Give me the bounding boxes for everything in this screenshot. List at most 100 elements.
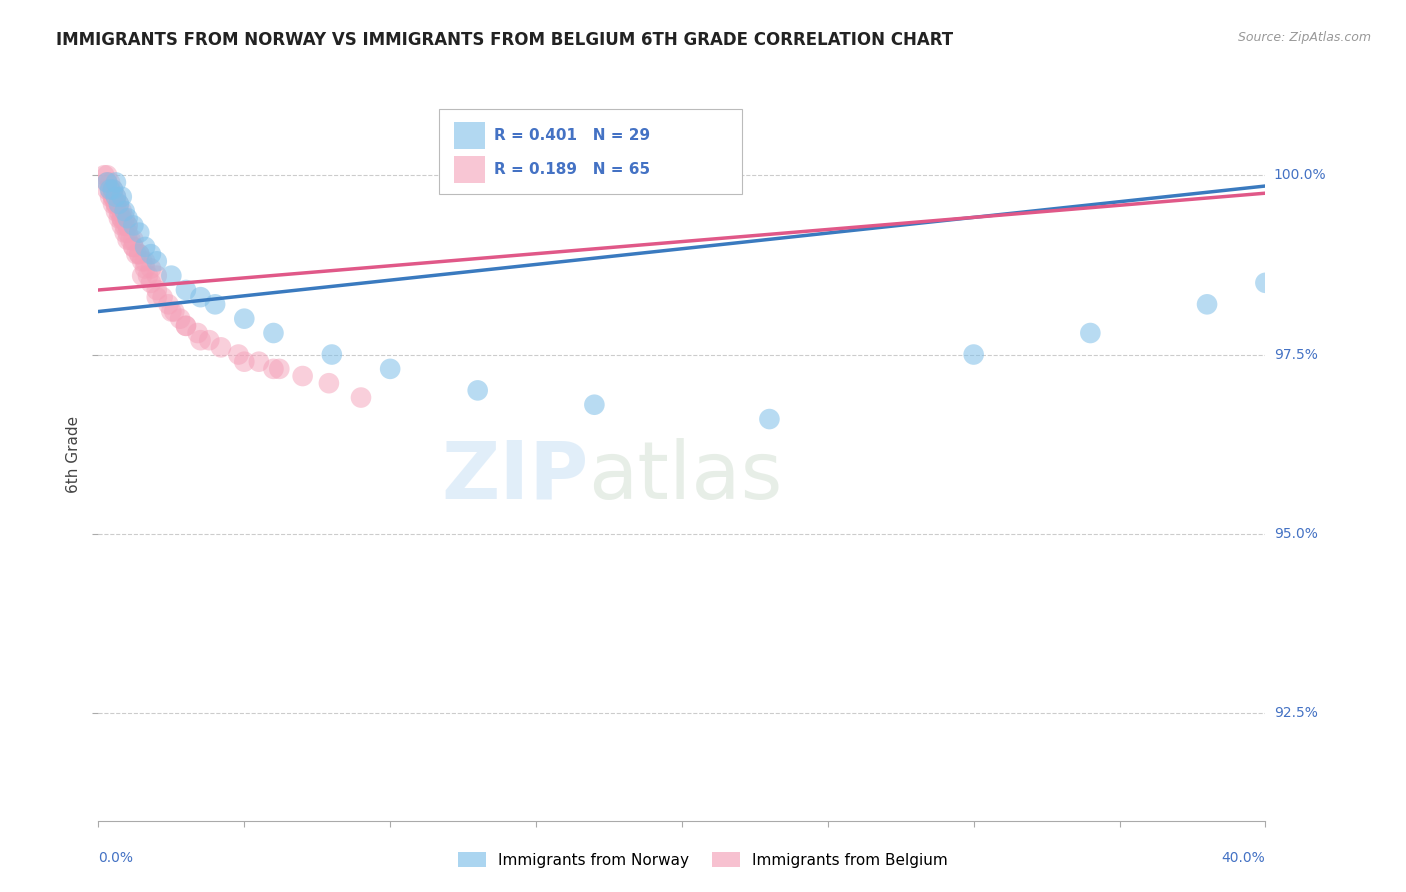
Point [125,247,148,261]
Point [108,197,131,211]
Text: 95.0%: 95.0% [1274,527,1317,541]
Point [108,197,131,211]
Point [233,311,256,326]
Point [104,197,127,211]
Point [139,261,162,276]
Point [163,304,186,318]
Point [98,176,121,190]
Point [101,190,124,204]
Text: R = 0.401   N = 29: R = 0.401 N = 29 [494,128,650,143]
Point [174,318,197,333]
Point [146,254,169,268]
Point [583,398,606,412]
Point [117,219,139,233]
Point [120,233,142,247]
Point [160,304,183,318]
Point [117,233,139,247]
Point [111,211,134,226]
Text: Source: ZipAtlas.com: Source: ZipAtlas.com [1237,31,1371,45]
Point [117,226,139,240]
Point [190,333,212,347]
Point [467,384,489,398]
Point [98,183,121,197]
Point [114,226,136,240]
Point [262,362,284,376]
Point [111,211,134,226]
Point [291,369,314,384]
Point [228,347,250,361]
Text: 40.0%: 40.0% [1222,851,1265,865]
Point [146,283,169,297]
Text: ZIP: ZIP [441,438,589,516]
Point [262,326,284,340]
Point [101,190,124,204]
Point [111,190,134,204]
Point [1195,297,1218,311]
Text: 97.5%: 97.5% [1274,348,1317,361]
Point [108,211,131,226]
Point [204,297,226,311]
Text: 0.0%: 0.0% [98,851,134,865]
Point [128,247,150,261]
Point [117,211,139,226]
Point [233,354,256,368]
Point [93,168,115,182]
Point [131,254,153,268]
Point [198,333,221,347]
Point [134,254,156,268]
Point [122,233,145,247]
Point [104,197,127,211]
Point [134,261,156,276]
Point [111,219,134,233]
Point [169,311,191,326]
Y-axis label: 6th Grade: 6th Grade [66,417,82,493]
Point [104,190,127,204]
Point [101,197,124,211]
Point [104,176,127,190]
Point [131,268,153,283]
Point [134,240,156,254]
Point [98,183,121,197]
Point [128,226,150,240]
Point [247,354,270,368]
Text: 92.5%: 92.5% [1274,706,1317,720]
Point [114,219,136,233]
Point [174,283,197,297]
Point [160,268,183,283]
Point [318,376,340,391]
Point [146,268,169,283]
Legend: Immigrants from Norway, Immigrants from Belgium: Immigrants from Norway, Immigrants from … [453,846,953,873]
Point [122,240,145,254]
Point [128,247,150,261]
Point [187,326,209,340]
Point [96,176,118,190]
Point [108,204,131,219]
Point [98,190,121,204]
Text: IMMIGRANTS FROM NORWAY VS IMMIGRANTS FROM BELGIUM 6TH GRADE CORRELATION CHART: IMMIGRANTS FROM NORWAY VS IMMIGRANTS FRO… [56,31,953,49]
Point [190,290,212,304]
Text: 100.0%: 100.0% [1274,169,1326,182]
Point [139,276,162,290]
Point [114,204,136,219]
Point [209,340,232,354]
Point [350,391,373,405]
Point [104,204,127,219]
Point [96,176,118,190]
Point [174,318,197,333]
Point [1254,276,1277,290]
Point [380,362,402,376]
Point [152,290,174,304]
Point [139,247,162,261]
Point [122,219,145,233]
Point [122,240,145,254]
Point [758,412,780,426]
Point [101,183,124,197]
Point [104,190,127,204]
Text: R = 0.189   N = 65: R = 0.189 N = 65 [494,162,650,177]
Point [136,268,159,283]
Point [962,347,984,361]
Point [101,183,124,197]
Point [117,219,139,233]
Point [321,347,343,361]
Point [96,168,118,182]
